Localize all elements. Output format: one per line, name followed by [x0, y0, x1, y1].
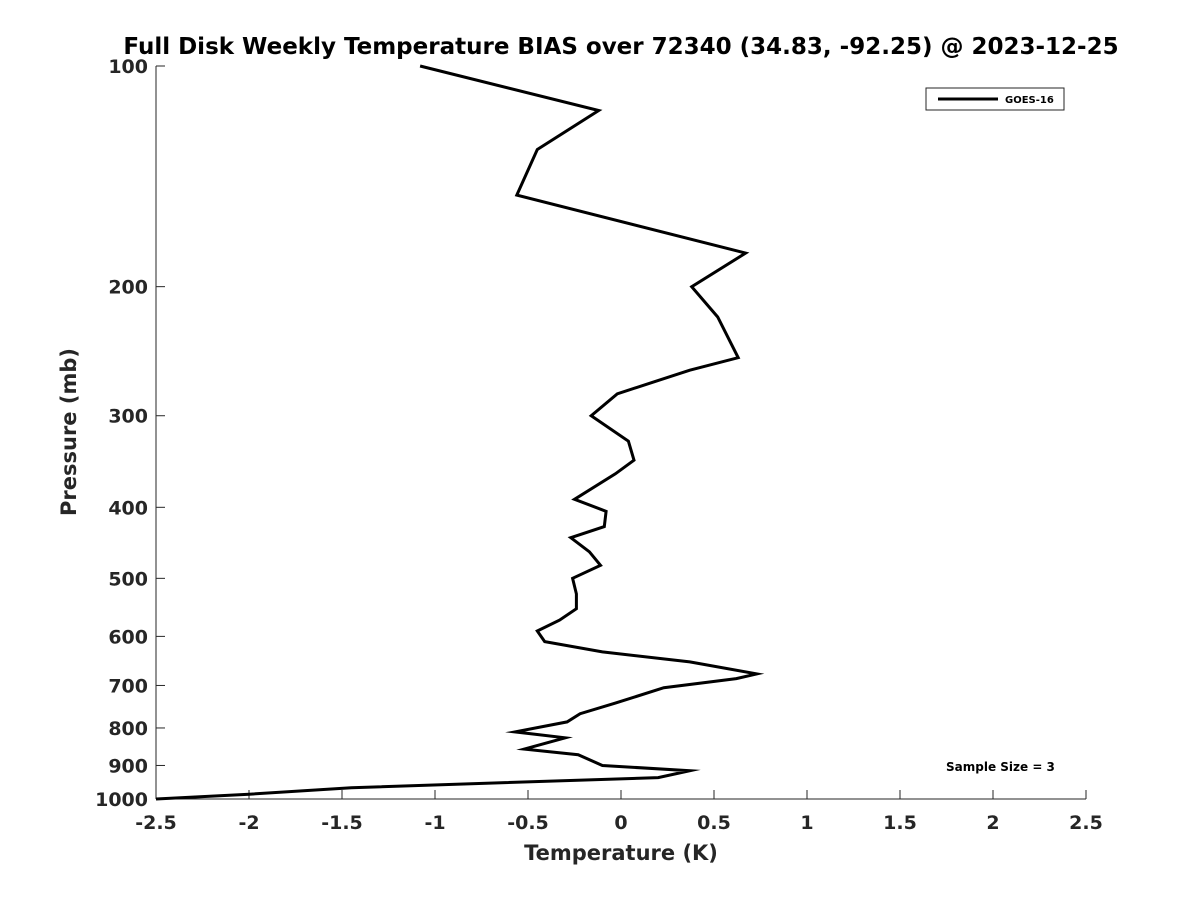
x-tick-label: 0 [614, 812, 627, 834]
x-tick-label: -2 [238, 812, 259, 834]
x-tick-label: 0.5 [697, 812, 731, 834]
x-ticks: -2.5 -2 -1.5 -1 -0.5 0 0.5 1 1.5 2 2.5 [135, 790, 1103, 834]
x-tick-label: 2 [986, 812, 999, 834]
sample-size-annotation: Sample Size = 3 [946, 760, 1055, 774]
series-line-goes-16 [155, 64, 765, 801]
y-tick-label: 400 [108, 497, 148, 519]
x-tick-label: 1.5 [883, 812, 917, 834]
y-tick-label: 1000 [95, 789, 148, 811]
legend-label: GOES-16 [1005, 95, 1054, 106]
x-tick-label: -2.5 [135, 812, 177, 834]
x-tick-label: -1 [424, 812, 445, 834]
x-tick-label: -1.5 [321, 812, 363, 834]
y-tick-label: 900 [108, 755, 148, 777]
x-axis-label: Temperature (K) [524, 841, 718, 865]
y-tick-label: 800 [108, 718, 148, 740]
y-tick-label: 600 [108, 626, 148, 648]
x-tick-label: -0.5 [507, 812, 549, 834]
y-tick-label: 300 [108, 406, 148, 428]
y-axis-label: Pressure (mb) [57, 348, 81, 516]
y-tick-label: 200 [108, 277, 148, 299]
y-ticks: 100 200 300 400 500 600 700 800 900 1000 [95, 56, 165, 811]
series-layer [155, 64, 765, 801]
legend: GOES-16 [925, 87, 1065, 111]
chart-title: Full Disk Weekly Temperature BIAS over 7… [123, 34, 1118, 60]
y-tick-label: 100 [108, 56, 148, 78]
y-tick-label: 500 [108, 568, 148, 590]
x-tick-label: 2.5 [1069, 812, 1103, 834]
y-tick-label: 700 [108, 675, 148, 697]
x-tick-label: 1 [800, 812, 813, 834]
